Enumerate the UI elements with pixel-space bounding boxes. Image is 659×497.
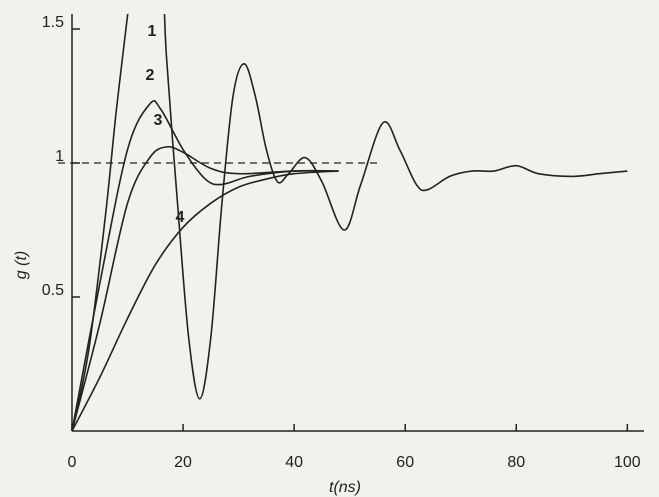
curve (71, 170, 339, 432)
x-tick-label: 80 (507, 454, 525, 471)
x-tick-label: 100 (614, 454, 641, 471)
y-tick-label: 0.5 (42, 282, 64, 299)
x-tick-label: 20 (174, 454, 192, 471)
x-tick-label: 60 (396, 454, 414, 471)
x-axis-label: t(ns) (329, 479, 361, 496)
y-axis-label: g (t) (13, 251, 30, 279)
x-tick-label: 0 (68, 454, 77, 471)
plot-area (71, 14, 628, 432)
curve-label: 3 (154, 112, 163, 129)
curve (71, 145, 339, 432)
curve (71, 14, 628, 432)
curve-label: 4 (176, 209, 185, 226)
curve (71, 99, 339, 432)
curve-label: 1 (148, 23, 157, 40)
curve-label: 2 (146, 67, 155, 84)
y-tick-label: 1.5 (42, 14, 64, 31)
y-tick-label: 1 (55, 148, 64, 165)
x-tick-label: 40 (285, 454, 303, 471)
